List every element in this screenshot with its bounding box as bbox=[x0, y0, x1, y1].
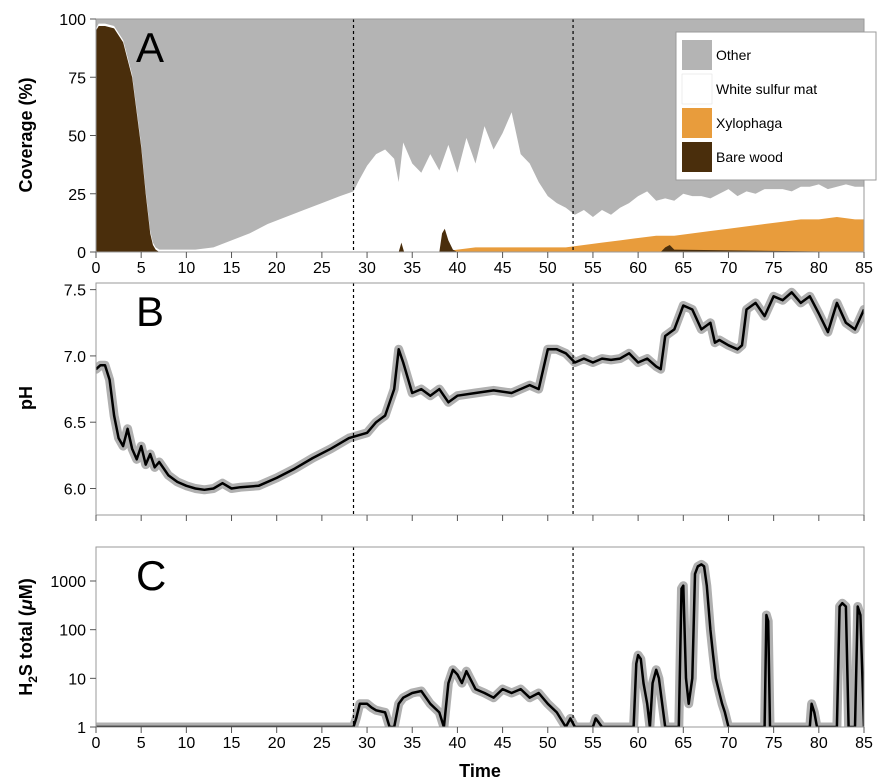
panel-a-letter: A bbox=[136, 24, 164, 71]
x-tick-label: 45 bbox=[494, 735, 512, 752]
y-tick-label: 7.0 bbox=[64, 349, 86, 366]
x-tick-label: 80 bbox=[810, 260, 828, 277]
panel-c-range-band bbox=[96, 559, 864, 727]
y-tick-label: 1000 bbox=[50, 574, 86, 591]
legend-swatch-bare-wood bbox=[682, 142, 712, 172]
legend: Other White sulfur mat Xylophaga Bare wo… bbox=[675, 31, 877, 181]
panel-b-ph: 6.0 6.5 7.0 7.5 B pH bbox=[16, 282, 865, 521]
x-tick-label: 60 bbox=[629, 260, 647, 277]
panel-c-ylabel: H2S total (μM) bbox=[16, 578, 40, 696]
area-xylophaga bbox=[96, 217, 864, 252]
panel-b-ticks: 6.0 6.5 7.0 7.5 bbox=[64, 283, 865, 521]
panel-a-ylabel: Coverage (%) bbox=[16, 77, 36, 192]
x-tick-label: 65 bbox=[674, 735, 692, 752]
panel-c-h2s: 0 5 10 15 20 25 30 35 40 45 50 55 60 65 70 75 80 85 1 10 100… bbox=[16, 546, 873, 781]
y-tick-label: 0 bbox=[77, 245, 86, 262]
y-tick-label: 7.5 bbox=[64, 283, 86, 300]
x-tick-label: 55 bbox=[584, 735, 602, 752]
legend-swatch-other bbox=[682, 40, 712, 70]
x-tick-label: 5 bbox=[137, 260, 146, 277]
y-tick-label: 75 bbox=[68, 70, 86, 87]
panel-b-mean-line bbox=[96, 291, 864, 492]
panel-c-plot-area bbox=[96, 547, 864, 727]
panel-b-ylabel: pH bbox=[16, 386, 36, 410]
x-tick-label: 15 bbox=[223, 260, 241, 277]
x-tick-label: 65 bbox=[674, 260, 692, 277]
x-tick-label: 30 bbox=[358, 260, 376, 277]
x-tick-label: 70 bbox=[720, 260, 738, 277]
x-tick-label: 15 bbox=[223, 735, 241, 752]
y-tick-label: 25 bbox=[68, 187, 86, 204]
x-tick-label: 5 bbox=[137, 735, 146, 752]
x-axis-title: Time bbox=[459, 761, 501, 781]
x-tick-label: 0 bbox=[92, 735, 101, 752]
x-tick-label: 0 bbox=[92, 260, 101, 277]
x-tick-label: 85 bbox=[855, 260, 873, 277]
x-tick-label: 10 bbox=[177, 260, 195, 277]
panel-c-ylabel-h: H bbox=[16, 683, 36, 696]
x-tick-label: 40 bbox=[449, 735, 467, 752]
x-tick-label: 35 bbox=[403, 260, 421, 277]
x-tick-label: 60 bbox=[629, 735, 647, 752]
x-tick-label: 50 bbox=[539, 260, 557, 277]
legend-label-other: Other bbox=[716, 47, 751, 63]
x-tick-label: 85 bbox=[855, 735, 873, 752]
x-tick-label: 50 bbox=[539, 735, 557, 752]
panel-a-coverage: 0 5 10 15 20 25 30 35 40 45 50 55 60 65 70 75 80 85 0 25 50 7… bbox=[16, 12, 877, 277]
y-tick-label: 100 bbox=[59, 12, 86, 29]
panel-b-plot-area bbox=[96, 283, 864, 515]
panel-c-frame bbox=[95, 546, 865, 728]
x-tick-label: 20 bbox=[268, 260, 286, 277]
panel-c-letter: C bbox=[136, 552, 166, 599]
legend-label-bare-wood: Bare wood bbox=[716, 149, 783, 165]
panel-c-ylabel-mu: μ bbox=[16, 599, 36, 611]
panel-c-ylabel-mid: S total ( bbox=[16, 610, 36, 676]
x-tick-label: 75 bbox=[765, 735, 783, 752]
x-tick-label: 35 bbox=[403, 735, 421, 752]
legend-label-white-sulfur-mat: White sulfur mat bbox=[716, 81, 817, 97]
panel-c-ylabel-post: M) bbox=[16, 578, 36, 599]
x-tick-label: 25 bbox=[313, 260, 331, 277]
y-tick-label: 100 bbox=[59, 623, 86, 640]
y-tick-label: 6.0 bbox=[64, 481, 86, 498]
x-tick-label: 70 bbox=[720, 735, 738, 752]
panel-c-ylabel-sub: 2 bbox=[26, 676, 40, 683]
x-tick-label: 55 bbox=[584, 260, 602, 277]
legend-swatch-xylophaga bbox=[682, 108, 712, 138]
x-tick-label: 30 bbox=[358, 735, 376, 752]
x-tick-label: 20 bbox=[268, 735, 286, 752]
x-tick-label: 75 bbox=[765, 260, 783, 277]
y-tick-label: 1 bbox=[77, 720, 86, 737]
x-tick-label: 25 bbox=[313, 735, 331, 752]
y-tick-label: 10 bbox=[68, 671, 86, 688]
x-tick-label: 10 bbox=[177, 735, 195, 752]
x-tick-label: 80 bbox=[810, 735, 828, 752]
panel-c-mean-line bbox=[96, 563, 864, 727]
panel-a-ticks: 0 5 10 15 20 25 30 35 40 45 50 55 60 65 70 75 80 85 0 25 50 7… bbox=[59, 12, 873, 277]
panel-c-ticks: 0 5 10 15 20 25 30 35 40 45 50 55 60 65 70 75 80 85 1 10 100… bbox=[50, 574, 873, 752]
panel-b-letter: B bbox=[136, 288, 164, 335]
y-tick-label: 6.5 bbox=[64, 415, 86, 432]
legend-swatch-white-sulfur-mat bbox=[681, 73, 713, 105]
panel-b-range-band bbox=[96, 287, 864, 495]
legend-label-xylophaga: Xylophaga bbox=[716, 115, 782, 131]
y-tick-label: 50 bbox=[68, 129, 86, 146]
x-tick-label: 45 bbox=[494, 260, 512, 277]
panel-b-frame bbox=[95, 282, 865, 516]
x-tick-label: 40 bbox=[449, 260, 467, 277]
